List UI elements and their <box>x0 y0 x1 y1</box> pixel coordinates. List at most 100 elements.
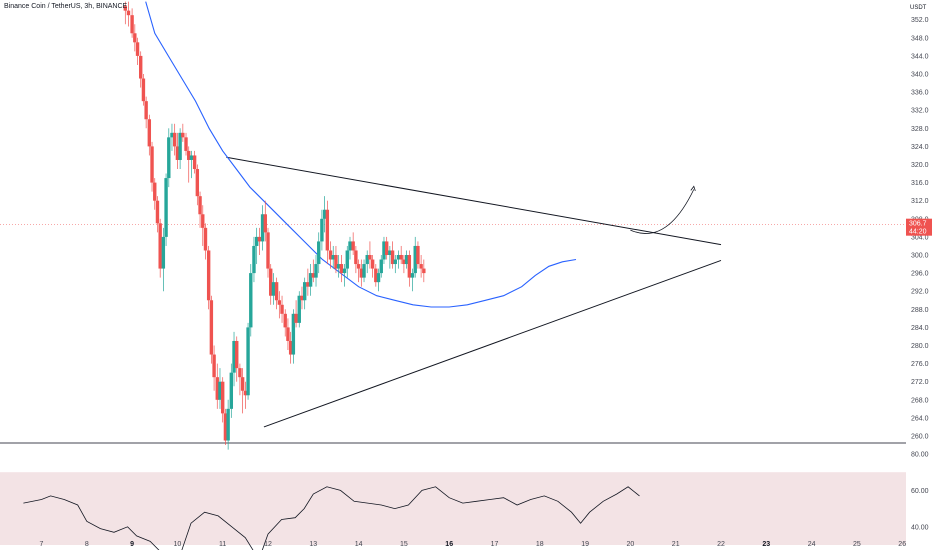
candle[interactable] <box>144 96 148 129</box>
candle[interactable] <box>243 381 248 409</box>
candle[interactable] <box>189 150 194 179</box>
candle[interactable] <box>139 51 143 88</box>
candle[interactable] <box>365 250 369 274</box>
candle[interactable] <box>362 259 366 283</box>
candle[interactable] <box>153 178 157 210</box>
candle[interactable] <box>147 114 152 156</box>
candle[interactable] <box>212 345 216 391</box>
candle[interactable] <box>294 300 298 328</box>
candle[interactable] <box>280 295 284 323</box>
candle[interactable] <box>277 291 282 319</box>
candle[interactable] <box>238 363 242 396</box>
candle[interactable] <box>175 132 180 170</box>
candle[interactable] <box>181 123 185 142</box>
candle[interactable] <box>339 255 344 283</box>
candle[interactable] <box>288 331 293 364</box>
candle[interactable] <box>203 223 208 260</box>
candle[interactable] <box>123 1 128 25</box>
candle[interactable] <box>345 245 349 278</box>
candle[interactable] <box>388 245 392 269</box>
candle[interactable] <box>172 123 177 156</box>
moving-average-line[interactable] <box>145 1 577 308</box>
candle[interactable] <box>399 245 403 265</box>
candle[interactable] <box>291 309 296 364</box>
candle[interactable] <box>240 368 245 414</box>
candle[interactable] <box>396 250 401 269</box>
candle[interactable] <box>336 255 341 278</box>
candle[interactable] <box>141 74 146 106</box>
candle[interactable] <box>320 209 324 251</box>
candle[interactable] <box>374 264 378 287</box>
candle[interactable] <box>342 264 347 287</box>
candle[interactable] <box>359 259 364 287</box>
candle[interactable] <box>158 218 162 278</box>
candle[interactable] <box>422 259 426 283</box>
candle[interactable] <box>215 363 219 409</box>
candle[interactable] <box>413 236 417 278</box>
candle[interactable] <box>135 37 140 65</box>
candle[interactable] <box>170 123 174 151</box>
candle[interactable] <box>161 227 166 292</box>
candle[interactable] <box>266 227 270 278</box>
candle[interactable] <box>229 363 234 418</box>
candle[interactable] <box>308 264 313 296</box>
candle[interactable] <box>187 146 191 183</box>
candle[interactable] <box>300 286 304 310</box>
candle[interactable] <box>271 273 276 305</box>
candle[interactable] <box>370 255 375 278</box>
candle[interactable] <box>328 241 333 269</box>
candle[interactable] <box>252 236 256 283</box>
candle[interactable] <box>232 331 236 387</box>
candle[interactable] <box>206 245 211 310</box>
candle[interactable] <box>263 200 267 242</box>
candle[interactable] <box>376 268 381 292</box>
candle[interactable] <box>235 336 239 382</box>
upper-trendline[interactable] <box>226 156 722 246</box>
candle[interactable] <box>331 245 335 269</box>
candle[interactable] <box>311 259 315 283</box>
candle[interactable] <box>368 241 372 269</box>
candle[interactable] <box>410 268 415 292</box>
candle[interactable] <box>192 150 197 174</box>
candle[interactable] <box>351 232 355 255</box>
candle[interactable] <box>283 309 287 337</box>
candle[interactable] <box>393 255 397 274</box>
candle[interactable] <box>306 268 310 296</box>
candle[interactable] <box>218 368 222 409</box>
candle[interactable] <box>164 173 168 246</box>
candle[interactable] <box>379 255 383 278</box>
candle[interactable] <box>195 164 200 206</box>
candle[interactable] <box>260 205 265 251</box>
candle[interactable] <box>133 24 137 52</box>
candle[interactable] <box>354 245 358 274</box>
candle[interactable] <box>184 132 188 156</box>
candle[interactable] <box>325 200 330 265</box>
candle[interactable] <box>254 227 259 265</box>
candle[interactable] <box>226 399 230 450</box>
candle[interactable] <box>314 255 318 287</box>
candle[interactable] <box>269 264 273 305</box>
candle[interactable] <box>302 277 307 310</box>
candle[interactable] <box>384 236 389 260</box>
candle[interactable] <box>416 241 420 269</box>
candle[interactable] <box>274 277 279 310</box>
candle[interactable] <box>334 245 338 274</box>
candle[interactable] <box>178 128 182 170</box>
candle[interactable] <box>130 8 134 38</box>
candle[interactable] <box>317 232 321 274</box>
candle[interactable] <box>209 295 214 364</box>
lower-trendline[interactable] <box>263 259 722 428</box>
candle[interactable] <box>223 408 228 446</box>
candle[interactable] <box>390 241 395 269</box>
candle[interactable] <box>348 236 352 260</box>
candle[interactable] <box>201 205 205 246</box>
candle[interactable] <box>221 377 225 423</box>
candle[interactable] <box>155 196 160 233</box>
candle[interactable] <box>167 128 171 188</box>
candle[interactable] <box>407 250 412 287</box>
breakout-projection-arrow[interactable] <box>630 189 695 234</box>
candle[interactable] <box>257 227 262 255</box>
candle[interactable] <box>356 259 361 283</box>
